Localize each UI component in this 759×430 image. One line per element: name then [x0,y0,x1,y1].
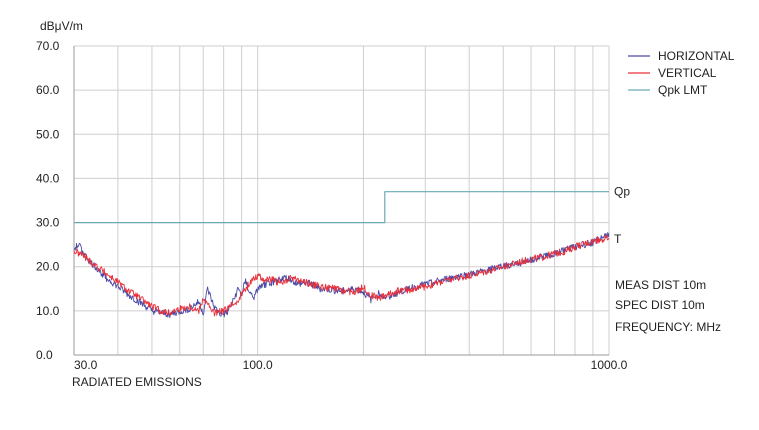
series-line-qpk-lmt [74,191,609,224]
y-tick-label: 30.0 [36,216,60,230]
legend-label: HORIZONTAL [658,49,735,63]
grid [73,45,610,356]
x-axis-title: RADIATED EMISSIONS [72,375,202,389]
meas-dist-note: MEAS DIST 10m [615,278,706,292]
series-line-vertical [73,234,610,317]
y-tick-label: 0.0 [36,348,53,362]
y-tick-label: 50.0 [36,127,60,141]
y-tick-label: 60.0 [36,83,60,97]
legend: HORIZONTAL VERTICAL Qpk LMT [628,49,735,97]
legend-label: Qpk LMT [658,83,708,97]
y-tick-label: 40.0 [36,171,60,185]
y-tick-label: 70.0 [36,39,60,53]
legend-label: VERTICAL [658,66,717,80]
x-tick-label: 1000.0 [591,358,628,372]
qp-label: Qp [614,185,630,199]
frequency-note: FREQUENCY: MHz [615,320,721,334]
x-tick-label: 100.0 [243,358,273,372]
x-tick-label: 30.0 [74,358,98,372]
tick-labels: 0.0 10.0 20.0 30.0 40.0 50.0 60.0 70.0 30.0 100.0… [36,39,628,372]
y-tick-label: 10.0 [36,304,60,318]
spec-dist-note: SPEC DIST 10m [615,298,705,312]
y-axis-title: dBμV/m [40,19,83,33]
plot-lines [73,191,610,318]
y-tick-label: 20.0 [36,260,60,274]
t-label: T [614,232,622,246]
